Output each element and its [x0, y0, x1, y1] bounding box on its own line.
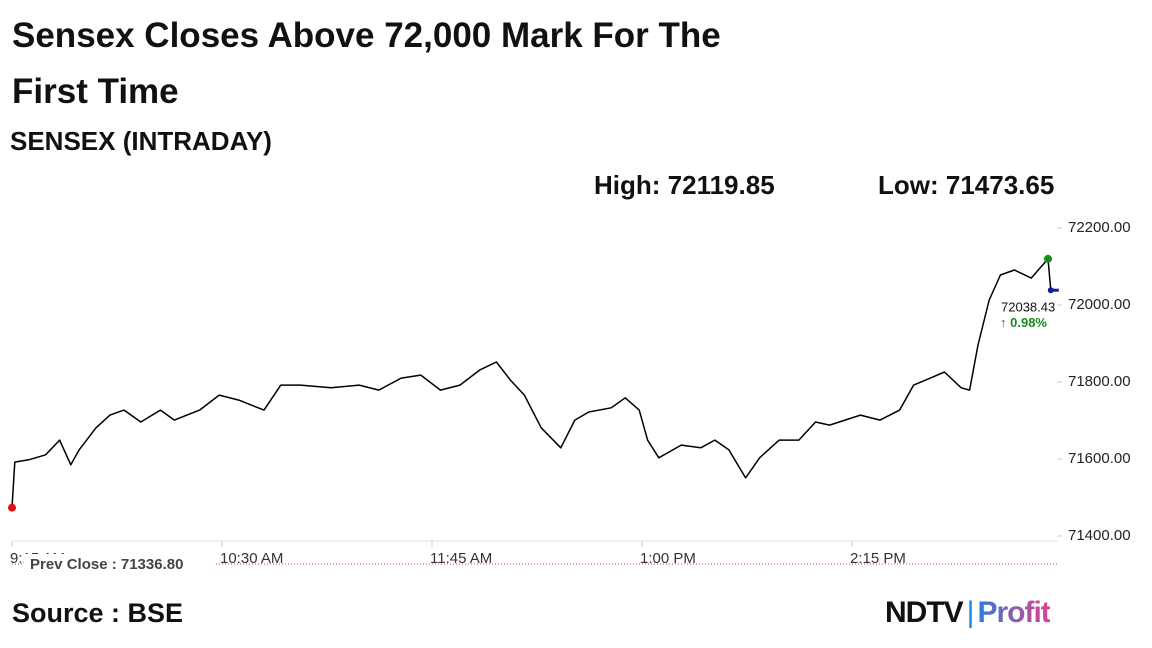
x-tick-label: 1:00 PM — [640, 550, 696, 567]
subtitle: SENSEX (INTRADAY) — [10, 126, 272, 156]
price-line — [11, 258, 1052, 508]
high-dot — [1044, 254, 1052, 263]
change-value: 0.98% — [1010, 315, 1047, 330]
change-arrow: ↑ — [1000, 315, 1010, 330]
logo-brand: NDTV — [885, 596, 964, 629]
high-label: High: 72119.85 — [594, 170, 775, 200]
logo: NDTV | Profit — [885, 596, 1051, 630]
source: Source : BSE — [12, 598, 184, 628]
start-dot — [8, 503, 16, 512]
x-tick-label: 10:30 AM — [220, 550, 283, 567]
prev-close-box — [24, 554, 214, 574]
low-label: Low: 71473.65 — [878, 170, 1055, 200]
y-tick-label: 71600.00 — [1068, 450, 1131, 467]
change-label: ↑ 0.98% — [1000, 315, 1047, 330]
y-tick-label: 72000.00 — [1068, 296, 1131, 313]
y-tick-label: 71800.00 — [1068, 373, 1131, 390]
y-tick-label: 72200.00 — [1068, 219, 1131, 236]
x-tick-label: 2:15 PM — [850, 550, 906, 567]
headline: Sensex Closes Above 72,000 Mark For The … — [12, 16, 721, 111]
x-tick-label: 11:45 AM — [430, 550, 492, 567]
last-value-label: 72038.43 — [1001, 299, 1055, 314]
y-tick-label: 71400.00 — [1068, 527, 1131, 544]
prev-close-label: Prev Close : 71336.80 — [30, 556, 183, 573]
logo-product: Profit — [977, 596, 1050, 629]
logo-separator: | — [966, 596, 975, 629]
